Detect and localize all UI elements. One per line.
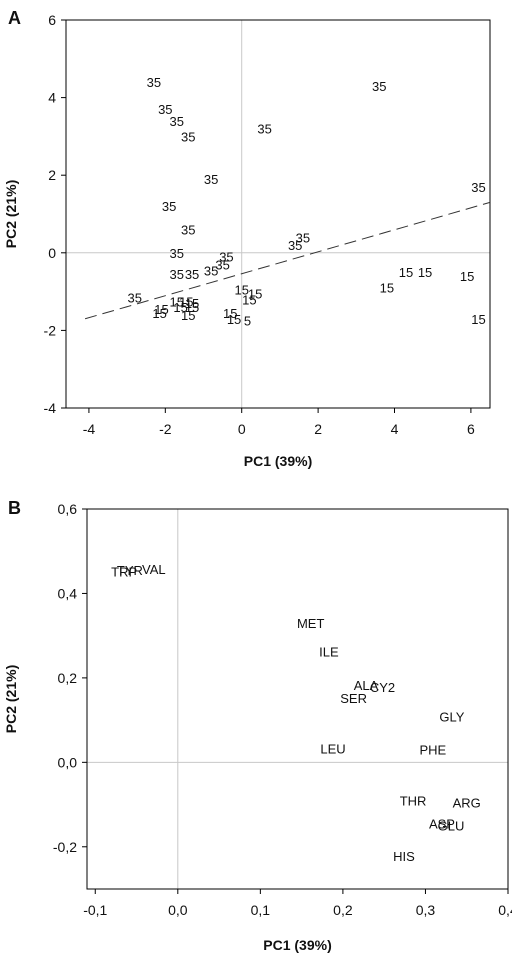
y-tick-label: 4 [48,90,56,106]
point-label: GLY [439,710,464,725]
point-label: 15 [179,294,193,309]
point-label: 35 [296,230,310,245]
chart-panel-b: B -0,2 0,0 0,2 0,4 0,6 -0,1 0,0 0,1 0,2 0,3 0,4 PC1 … [3,498,512,953]
point-label: ARG [453,795,481,810]
point-label: 15 [152,306,166,321]
point-label: 15 [227,312,241,327]
point-label: 15 [242,292,256,307]
point-label: 35 [185,267,199,282]
x-tick-label: 0,0 [168,902,188,918]
point-label: 15 [460,269,474,284]
point-label: 35 [181,129,195,144]
point-label: 35 [162,199,176,214]
point-label: 15 [471,312,485,327]
point-label: 35 [204,172,218,187]
y-tick-label: 0,4 [58,585,78,601]
x-tick-label: 2 [314,421,322,437]
point-label: 15 [181,308,195,323]
point-label: 5 [244,314,251,329]
point-label: SER [340,691,367,706]
point-label: CY2 [370,680,395,695]
point-label: 35 [147,75,161,90]
x-tick-label: -4 [83,421,96,437]
point-label: ALA [354,678,379,693]
point-label: TRP [111,564,137,579]
x-axis-label: PC1 (39%) [263,937,331,953]
point-label: 35 [181,223,195,238]
plot-frame [86,508,509,890]
point-label: LEU [320,741,345,756]
point-label: 15 [154,302,168,317]
point-label: 35 [158,102,172,117]
trend-line [84,201,491,320]
point-label: 15 [170,294,184,309]
y-tick-label: 0,6 [58,501,78,517]
x-tick-label: 0,4 [498,902,512,918]
plot-frame [65,19,491,409]
point-label: 15 [234,283,248,298]
y-tick-label: -0,2 [53,839,77,855]
y-tick-label: 2 [48,167,56,183]
x-tick-label: 0 [238,421,246,437]
point-label: VAL [142,562,166,577]
point-label: 15 [185,300,199,315]
y-axis-label: PC2 (21%) [3,665,19,733]
point-label: 35 [219,250,233,265]
point-label: 35 [204,263,218,278]
point-label: 15 [248,287,262,302]
point-label: 35 [215,257,229,272]
point-label: 15 [418,265,432,280]
point-label: 35 [128,290,142,305]
y-tick-label: -2 [44,322,57,338]
x-tick-label: 0,3 [416,902,436,918]
y-tick-label: 0,0 [58,754,78,770]
point-label: 15 [223,306,237,321]
panel-label: B [8,498,21,518]
y-tick-label: 6 [48,12,56,28]
y-tick-label: -4 [44,400,57,416]
point-label: 35 [170,114,184,129]
y-tick-label: 0,2 [58,670,78,686]
point-label: 35 [471,180,485,195]
point-label: HIS [393,849,415,864]
point-label: 15 [173,300,187,315]
x-axis-label: PC1 (39%) [244,453,312,469]
point-label: 35 [288,238,302,253]
point-label: ASP [429,817,455,832]
point-label: TYR [117,563,143,578]
point-label: MET [297,616,325,631]
point-label: 35 [170,267,184,282]
point-label: 15 [185,296,199,311]
panel-label: A [8,8,21,28]
point-label: PHE [420,743,447,758]
point-label: 35 [170,246,184,261]
point-label: 35 [372,79,386,94]
point-label: ILE [319,645,339,660]
x-tick-label: -2 [159,421,172,437]
point-label: GLU [438,819,465,834]
point-label: 15 [380,281,394,296]
x-tick-label: -0,1 [83,902,107,918]
y-axis-label: PC2 (21%) [3,180,19,248]
point-label: 35 [257,122,271,137]
x-tick-label: 6 [467,421,475,437]
y-tick-label: 0 [48,245,56,261]
x-tick-label: 0,2 [333,902,353,918]
x-tick-label: 0,1 [251,902,271,918]
point-label: 15 [399,265,413,280]
point-label: THR [400,793,427,808]
x-tick-label: 4 [391,421,399,437]
